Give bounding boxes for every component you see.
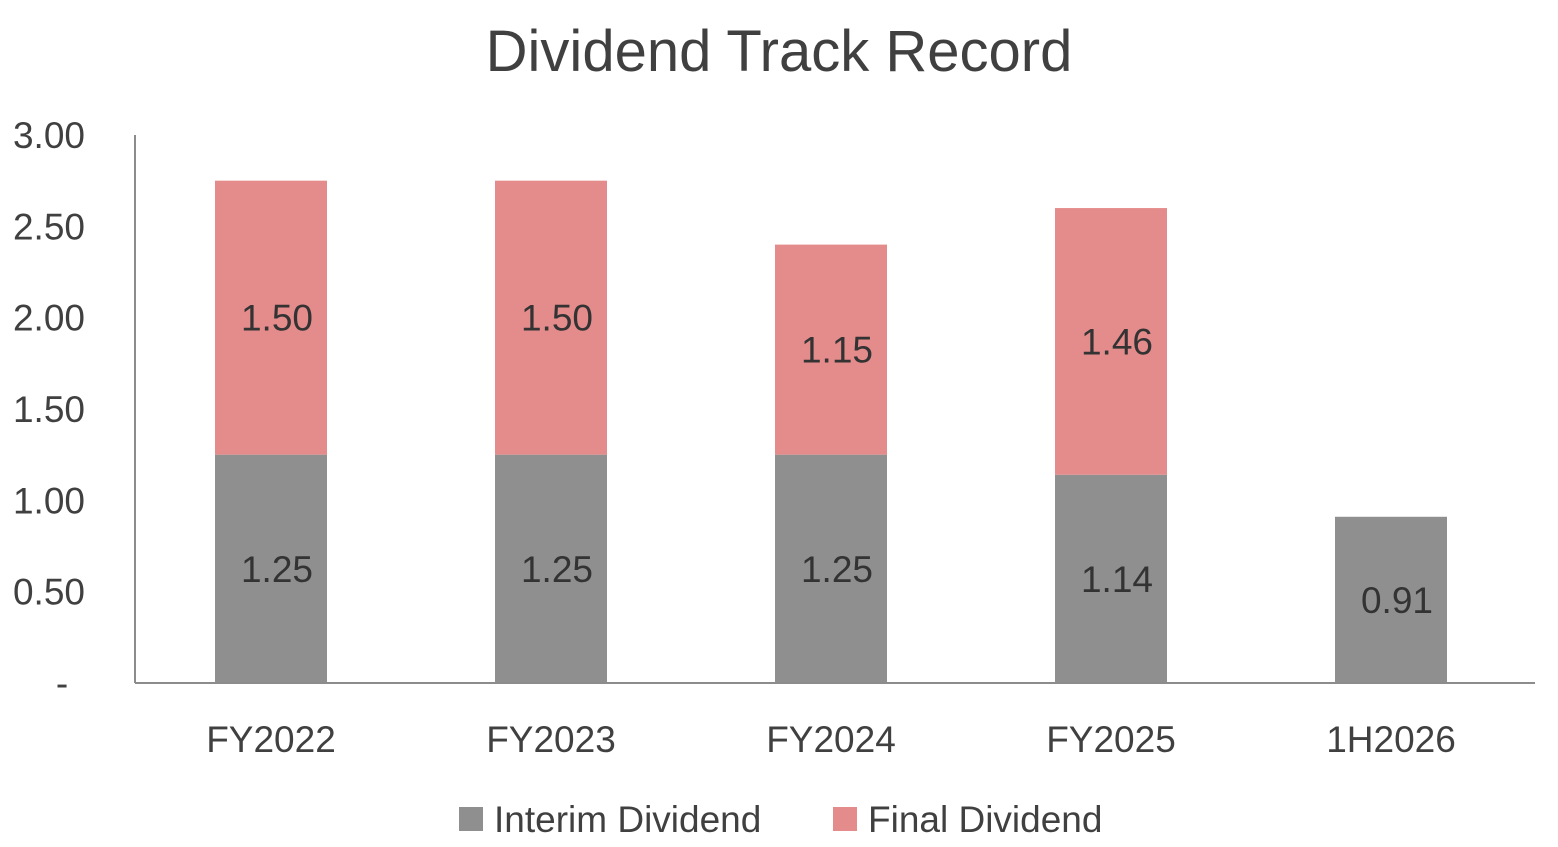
- x-tick-label: FY2022: [206, 719, 336, 760]
- data-label: 1.14: [1081, 559, 1153, 600]
- legend-swatch-interim: [459, 807, 483, 831]
- bar-final-fy2022: [215, 180, 327, 455]
- y-axis: - 0.50 1.00 1.50 2.00 2.50 3.00: [13, 115, 136, 704]
- bars: 1.25 1.50 1.25 1.50 1.25 1.15 1.14 1.46 0.91: [215, 180, 1447, 683]
- bar-interim-fy2023: [495, 454, 607, 683]
- legend-label-interim: Interim Dividend: [494, 799, 761, 840]
- legend: Interim Dividend Final Dividend: [459, 799, 1102, 840]
- x-tick-label: 1H2026: [1326, 719, 1456, 760]
- y-tick-label: -: [56, 663, 68, 704]
- y-tick-label: 2.50: [13, 206, 85, 247]
- data-label: 1.15: [801, 330, 873, 371]
- data-label: 1.46: [1081, 321, 1153, 362]
- bar-final-fy2024: [775, 244, 887, 455]
- data-label: 1.50: [521, 298, 593, 339]
- bar-interim-1h2026: [1335, 516, 1447, 683]
- y-tick-label: 2.00: [13, 298, 85, 339]
- data-label: 1.25: [521, 549, 593, 590]
- y-tick-label: 0.50: [13, 572, 85, 613]
- x-tick-label: FY2025: [1046, 719, 1176, 760]
- chart-title: Dividend Track Record: [485, 19, 1073, 84]
- legend-label-final: Final Dividend: [868, 799, 1102, 840]
- data-label: 1.50: [241, 298, 313, 339]
- x-axis: FY2022 FY2023 FY2024 FY2025 1H2026: [135, 682, 1535, 760]
- y-tick-label: 3.00: [13, 115, 85, 156]
- legend-swatch-final: [833, 807, 857, 831]
- bar-interim-fy2025: [1055, 474, 1167, 683]
- data-label: 1.25: [801, 549, 873, 590]
- x-tick-label: FY2023: [486, 719, 616, 760]
- bar-interim-fy2024: [775, 454, 887, 683]
- bar-final-fy2023: [495, 180, 607, 455]
- bar-interim-fy2022: [215, 454, 327, 683]
- data-label: 1.25: [241, 549, 313, 590]
- data-label: 0.91: [1361, 580, 1433, 621]
- y-tick-label: 1.00: [13, 480, 85, 521]
- bar-final-fy2025: [1055, 208, 1167, 475]
- x-tick-label: FY2024: [766, 719, 896, 760]
- y-tick-label: 1.50: [13, 389, 85, 430]
